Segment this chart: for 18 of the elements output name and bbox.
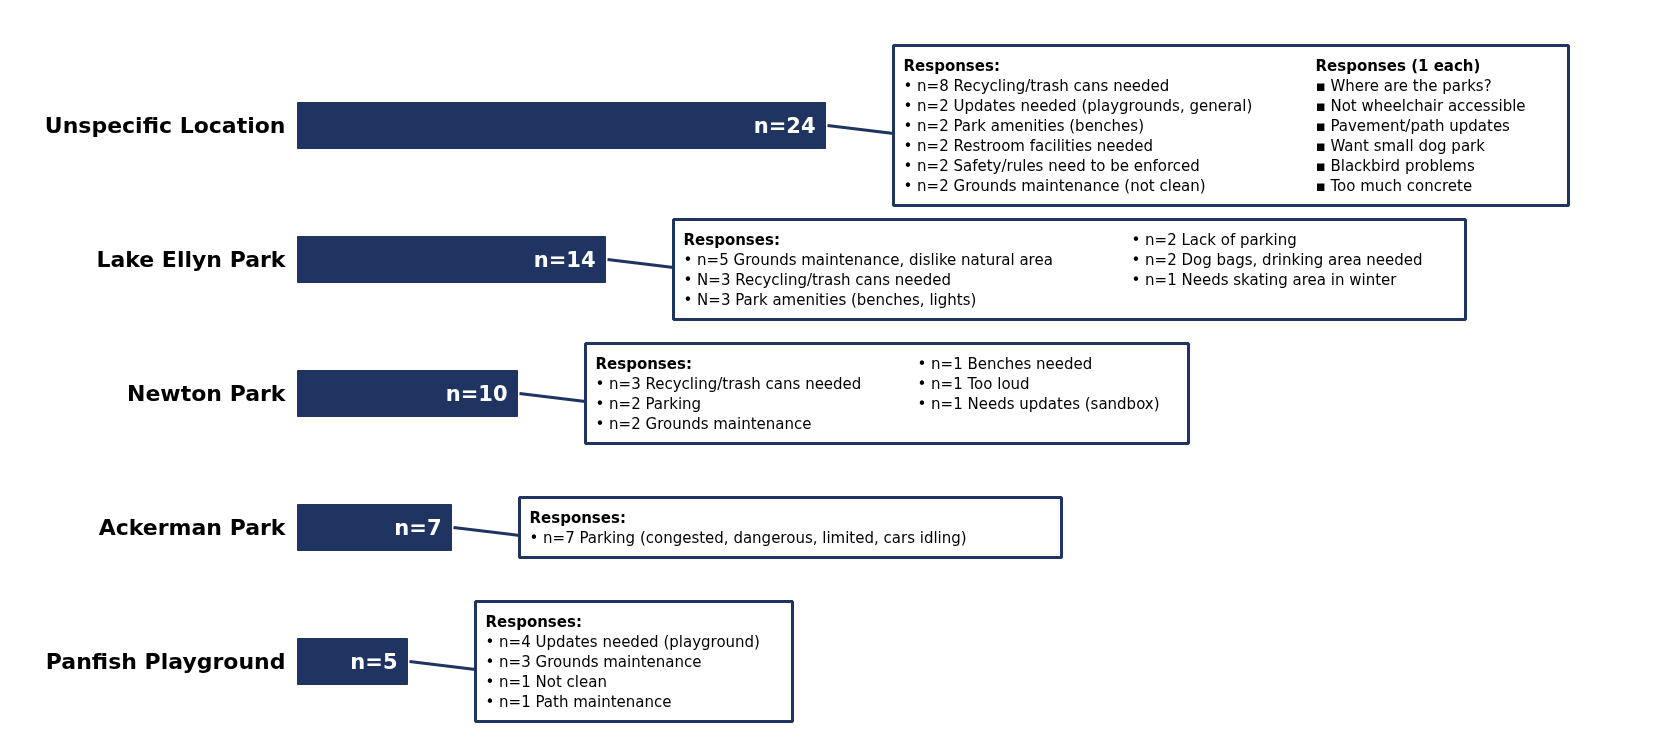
y-tick-label: Ackerman Park — [98, 515, 287, 540]
y-tick-label: Newton Park — [127, 381, 287, 406]
y-tick-label: Unspecific Location — [44, 113, 286, 138]
y-tick-label: Panfish Playground — [45, 649, 286, 674]
annotation: Responses: • n=5 Grounds maintenance, dislike natural area • N=3 Recycling/trash cans needed • N=3 Park amenities (benches, lights) — [683, 230, 1053, 309]
annotation: Responses: • n=7 Parking (congested, dangerous, limited, cars idling) — [529, 508, 967, 547]
data-label: n=10 — [445, 381, 508, 406]
data-label: n=5 — [350, 649, 398, 674]
text: • n=1 Benches needed • n=1 Too loud • n=1 Needs updates (sandbox) — [917, 354, 1160, 413]
annotation: Responses: • n=8 Recycling/trash cans needed • n=2 Updates needed (playgrounds, general) • n=2 Park amenities (benches) • n=2 Restroom facilities needed • n=2 Safety/rules need to be enforced • n=2 Grounds maintenance (not clean) — [903, 56, 1253, 195]
text: • n=2 Lack of parking • n=2 Dog bags, drinking area needed • n=1 Needs skating area in winter — [1131, 230, 1423, 289]
data-label: n=7 — [394, 515, 442, 540]
annotation: Responses: • n=4 Updates needed (playground) • n=3 Grounds maintenance • n=1 Not clean • n=1 Path maintenance — [485, 612, 760, 711]
text: Responses (1 each) ▪ Where are the parks? ▪ Not wheelchair accessible ▪ Pavement/path updates ▪ Want small dog park ▪ Blackbird problems ▪ Too much concrete — [1315, 56, 1526, 195]
data-label: n=24 — [753, 113, 816, 138]
annotation: Responses: • n=3 Recycling/trash cans needed • n=2 Parking • n=2 Grounds maintenance — [595, 354, 862, 433]
data-label: n=14 — [533, 247, 596, 272]
y-tick-label: Lake Ellyn Park — [96, 247, 287, 272]
